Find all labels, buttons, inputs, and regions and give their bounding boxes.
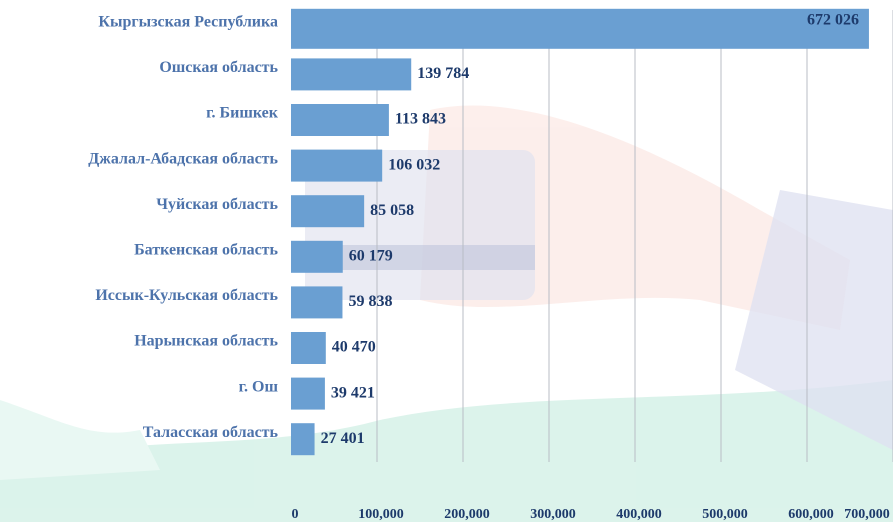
background-decoration bbox=[0, 105, 893, 522]
value-label: 39 421 bbox=[331, 384, 375, 401]
category-label: г. Ош bbox=[239, 378, 279, 395]
value-label: 40 470 bbox=[332, 339, 376, 356]
value-label: 139 784 bbox=[417, 65, 469, 82]
bar bbox=[291, 8, 869, 49]
x-tick-label: 700,000 bbox=[844, 507, 890, 522]
bar bbox=[291, 286, 343, 319]
value-label: 85 058 bbox=[370, 202, 414, 219]
bar bbox=[291, 423, 315, 456]
x-tick-label: 400,000 bbox=[616, 507, 662, 522]
category-label: Иссык-Кульская область bbox=[95, 287, 278, 304]
x-tick-label: 500,000 bbox=[702, 507, 748, 522]
value-label: 113 843 bbox=[395, 111, 446, 128]
x-tick-label: 200,000 bbox=[444, 507, 490, 522]
bar bbox=[291, 104, 389, 136]
category-label: Кыргызская Республика bbox=[98, 13, 278, 30]
value-label: 59 838 bbox=[348, 293, 392, 310]
category-label: г. Бишкек bbox=[206, 105, 279, 122]
category-label: Джалал-Абадская область bbox=[88, 150, 278, 167]
bar bbox=[291, 195, 365, 228]
bar bbox=[291, 240, 343, 273]
bar bbox=[291, 58, 412, 91]
category-label: Нарынская область bbox=[134, 333, 278, 350]
category-label: Чуйская область bbox=[156, 196, 278, 213]
category-label: Ошская область bbox=[159, 59, 278, 76]
x-tick-label: 0 bbox=[292, 507, 299, 522]
x-tick-label: 600,000 bbox=[788, 507, 834, 522]
value-label: 60 179 bbox=[349, 247, 393, 264]
bar bbox=[291, 332, 326, 364]
value-label: 27 401 bbox=[321, 430, 365, 447]
value-label: 106 032 bbox=[388, 156, 440, 173]
bar bbox=[291, 377, 325, 410]
x-tick-label: 300,000 bbox=[530, 507, 576, 522]
category-label: Таласская область bbox=[143, 424, 279, 441]
value-label: 672 026 bbox=[807, 11, 859, 28]
category-label: Баткенская область bbox=[134, 241, 278, 258]
x-tick-label: 100,000 bbox=[358, 507, 404, 522]
bar bbox=[291, 149, 383, 182]
